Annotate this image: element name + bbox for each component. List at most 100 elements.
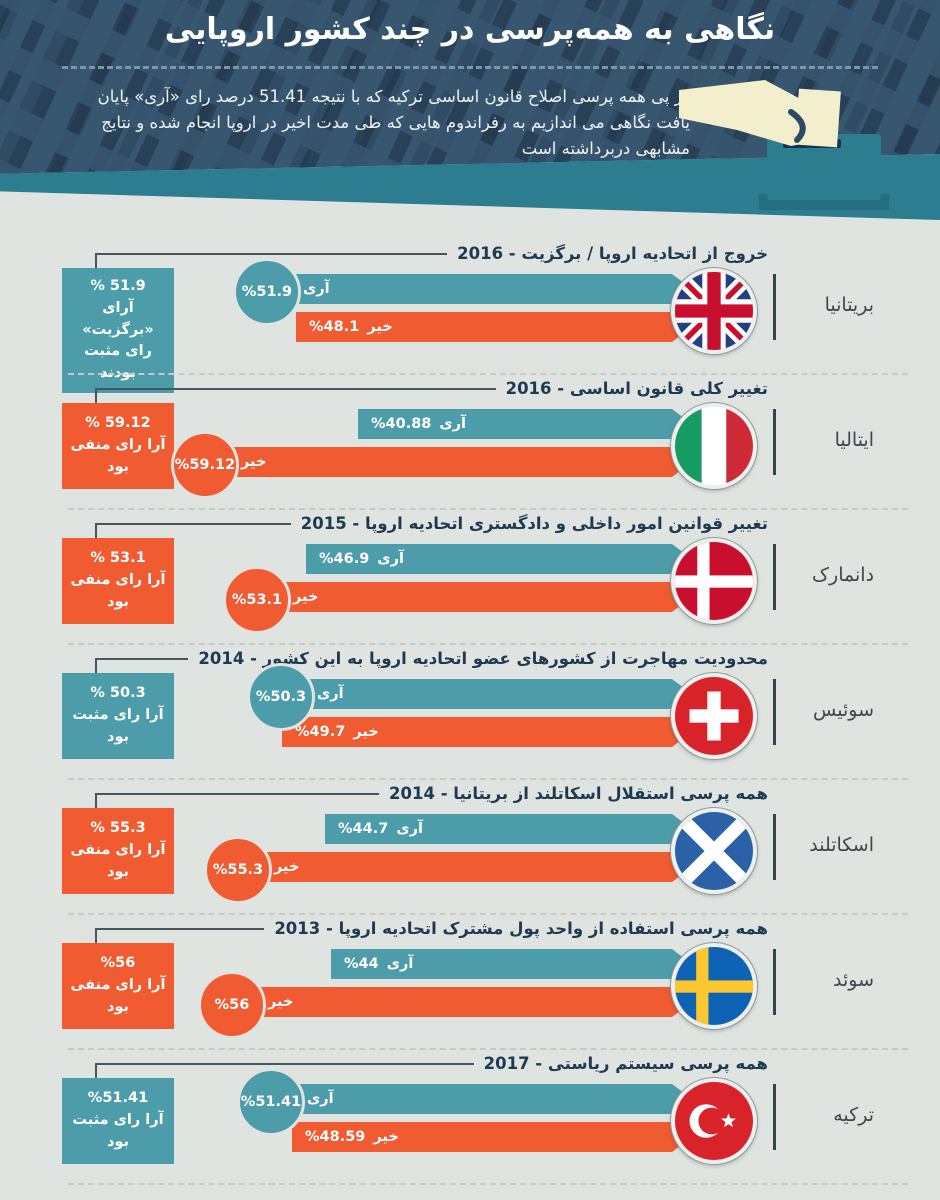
referendum-title: خروج از اتحادیه اروپا / برگزیت - 2016 (457, 244, 768, 263)
yes-word: آری (303, 281, 330, 297)
no-bar-label: خیر (241, 447, 266, 477)
bracket-line (95, 1062, 474, 1079)
flag-country-divider (773, 949, 776, 1015)
no-word: خیر (293, 589, 319, 605)
no-word: خیر (274, 859, 300, 875)
flag-country-divider (773, 274, 776, 340)
summary-box: %56 آرا رای منفی بود (62, 943, 174, 1029)
no-bar-fill (292, 1122, 712, 1152)
summary-box: % 50.3 آرا رای مثبت بود (62, 673, 174, 759)
flag-country-divider (773, 814, 776, 880)
uk-flag-icon (671, 268, 757, 354)
section-header-row: خروج از اتحادیه اروپا / برگزیت - 2016 (95, 244, 768, 269)
yes-value: %46.9 (319, 551, 370, 567)
no-bar: %48.59 خیر (292, 1122, 712, 1152)
page-title: نگاهی به همه‌پرسی در چند کشور اروپایی (164, 12, 776, 47)
section-britain: خروج از اتحادیه اروپا / برگزیت - 2016 %5… (0, 240, 940, 393)
section-header-row: محدودیت مهاجرت از کشورهای عضو اتحادیه ار… (95, 649, 768, 674)
section-switzerland: محدودیت مهاجرت از کشورهای عضو اتحادیه ار… (0, 645, 940, 780)
yes-bar: %50.3 آری (247, 663, 712, 731)
summary-box: % 53.1 آرا رای منفی بود (62, 538, 174, 624)
section-divider (68, 643, 908, 645)
country-label: ترکیه (833, 1104, 874, 1126)
referendum-title: تغییر کلی قانون اساسی - 2016 (505, 379, 768, 398)
referendum-title: همه پرسی استقلال اسکاتلند از بریتانیا - … (389, 784, 768, 803)
yes-value: %44.7 (338, 821, 389, 837)
summary-text: آرا رای مثبت بود (72, 1112, 164, 1150)
country-label: بریتانیا (824, 294, 874, 316)
country-label: ایتالیا (834, 429, 874, 451)
flag-country-divider (773, 409, 776, 475)
yes-value: %44 (344, 956, 379, 972)
country-label: سوئد (833, 969, 874, 991)
yes-bar: %51.9 آری (233, 258, 712, 326)
bracket-line (95, 927, 265, 944)
yes-bar-fill (331, 949, 712, 979)
flag-country-divider (773, 679, 776, 745)
flag-country-divider (773, 1084, 776, 1150)
turkey-flag-icon (671, 1078, 757, 1164)
denmark-flag-icon (671, 538, 757, 624)
yes-bar-fill (358, 409, 712, 439)
yes-bar-fill (263, 274, 712, 304)
bracket-line (95, 387, 496, 404)
no-bar-label: %49.7 خیر (295, 717, 379, 747)
summary-box: % 55.3 آرا رای منفی بود (62, 808, 174, 894)
referendum-title: همه پرسی سیستم ریاستی - 2017 (483, 1054, 768, 1073)
section-turkey: همه پرسی سیستم ریاستی - 2017 %51.41 آری … (0, 1050, 940, 1185)
yes-bar-label: %40.88 آری (371, 409, 466, 439)
section-divider (68, 1048, 908, 1050)
section-scotland: همه پرسی استقلال اسکاتلند از بریتانیا - … (0, 780, 940, 915)
summary-box: % 51.9 آرای «برگزیت» رای مثبت بودند (62, 268, 174, 393)
scotland-flag-icon (671, 808, 757, 894)
section-divider (68, 373, 908, 375)
referendum-title: همه پرسی استفاده از واحد پول مشترک اتحاد… (274, 919, 768, 938)
winner-badge: %51.9 (233, 258, 301, 326)
no-bar: %56 خیر (198, 971, 712, 1039)
no-bar: %49.7 خیر (282, 717, 712, 747)
country-label: سوئیس (813, 699, 874, 721)
bracket-line (95, 522, 291, 539)
section-italy: تغییر کلی قانون اساسی - 2016 %40.88 آری %… (0, 375, 940, 510)
yes-bar-label: آری (303, 274, 330, 304)
section-divider (68, 778, 908, 780)
yes-bar: %46.9 آری (306, 544, 712, 574)
summary-value: % 53.1 (90, 550, 146, 567)
section-denmark: تغییر قوانین امور داخلی و دادگستری اتحاد… (0, 510, 940, 645)
no-word: خیر (241, 454, 267, 470)
yes-word: آری (307, 1091, 334, 1107)
header: نگاهی به همه‌پرسی در چند کشور اروپایی در… (0, 0, 940, 220)
yes-bar: %44.7 آری (325, 814, 712, 844)
no-bar: %53.1 خیر (223, 566, 712, 634)
summary-text: آرا رای منفی بود (70, 572, 166, 610)
yes-bar-fill (306, 544, 712, 574)
summary-value: % 55.3 (90, 820, 146, 837)
referendum-title: تغییر قوانین امور داخلی و دادگستری اتحاد… (300, 514, 768, 533)
summary-box: %51.41 آرا رای مثبت بود (62, 1078, 174, 1164)
yes-bar-label: %44.7 آری (338, 814, 423, 844)
no-bar-fill (201, 447, 712, 477)
no-bar-fill (234, 852, 712, 882)
no-word: خیر (353, 724, 379, 740)
yes-bar-label: %44 آری (344, 949, 413, 979)
summary-text: آرا رای منفی بود (70, 977, 166, 1015)
no-bar-fill (253, 582, 712, 612)
yes-bar-fill (277, 679, 712, 709)
summary-value: %56 (100, 955, 136, 972)
yes-word: آری (317, 686, 344, 702)
section-header-row: همه پرسی استفاده از واحد پول مشترک اتحاد… (95, 919, 768, 944)
winner-badge: %55.3 (204, 836, 272, 904)
title-dashed-underline (62, 66, 878, 69)
no-bar: %48.1 خیر (296, 312, 712, 342)
yes-word: آری (439, 416, 467, 432)
yes-word: آری (396, 821, 423, 837)
section-divider (68, 1183, 908, 1185)
summary-text: آرا رای منفی بود (70, 842, 166, 880)
no-word: خیر (373, 1129, 399, 1145)
switzerland-flag-icon (671, 673, 757, 759)
referendum-title: محدودیت مهاجرت از کشورهای عضو اتحادیه ار… (198, 649, 768, 668)
summary-text: آرا رای منفی بود (70, 437, 166, 475)
no-value: %48.59 (305, 1129, 366, 1145)
summary-value: % 51.9 (90, 278, 146, 294)
